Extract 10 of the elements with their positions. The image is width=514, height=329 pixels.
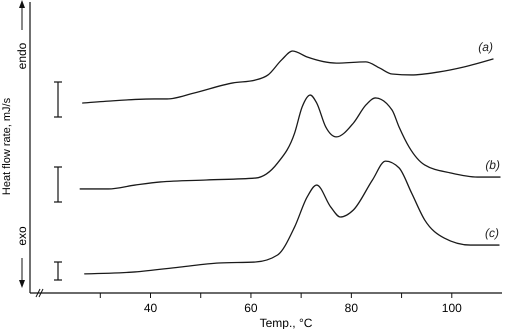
text: exo <box>15 226 29 246</box>
x-tick-label: 80 <box>344 301 358 315</box>
series-label: (a) <box>478 40 493 54</box>
x-tick-label: 60 <box>244 301 258 315</box>
y-axis-title: Heat flow rate, mJ/s <box>1 97 13 196</box>
text: endo <box>15 42 29 70</box>
series-label: (c) <box>484 226 499 240</box>
series-label: (b) <box>485 158 500 172</box>
x-tick-label: 40 <box>144 301 158 315</box>
x-tick-label: 100 <box>442 301 462 315</box>
